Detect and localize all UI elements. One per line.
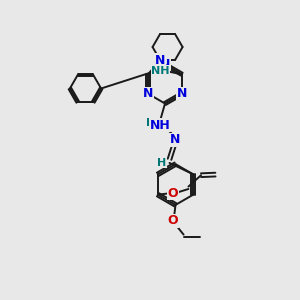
Text: H: H [146,118,155,128]
Text: N: N [160,58,170,71]
Text: N: N [143,87,153,100]
Text: N: N [177,87,187,100]
Text: NH: NH [151,66,170,76]
Text: H: H [157,158,166,168]
Text: N: N [155,53,165,67]
Text: N: N [170,133,180,146]
Text: O: O [167,187,178,200]
Text: NH: NH [149,118,170,132]
Text: O: O [168,214,178,227]
